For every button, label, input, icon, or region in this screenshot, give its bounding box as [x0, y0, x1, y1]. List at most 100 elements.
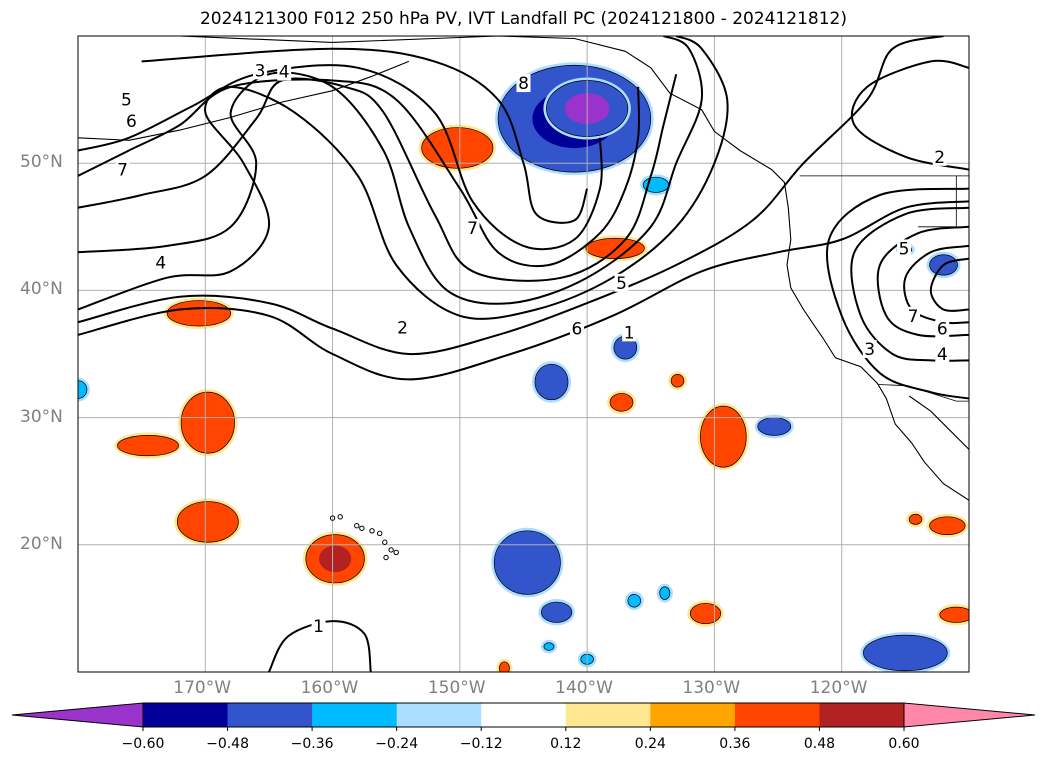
- ivt-region-core: [882, 643, 929, 663]
- ivt-region-core: [710, 419, 736, 454]
- contour-label-backdrop: [905, 306, 920, 325]
- contour-label-backdrop: [622, 323, 637, 342]
- contour-label: 6: [572, 320, 583, 340]
- colorbar-segment: [565, 703, 651, 727]
- colorbar-tick-label: −0.60: [121, 736, 165, 752]
- contour-label: 1: [313, 617, 324, 637]
- ivt-region: [166, 300, 232, 327]
- contour-label: 4: [155, 253, 166, 273]
- ivt-region-core: [509, 545, 546, 581]
- contour-label-backdrop: [516, 74, 531, 93]
- colorbar-segment: [227, 703, 313, 727]
- ivt-region: [670, 374, 685, 388]
- contour-label: 6: [937, 320, 948, 340]
- colorbar-extend-low: [11, 702, 144, 728]
- contour-label: 5: [899, 239, 910, 259]
- contour-label-backdrop: [253, 61, 268, 80]
- contour-label-backdrop: [935, 319, 950, 338]
- longitude-label: 170°W: [173, 678, 232, 698]
- contour-label: 3: [864, 340, 875, 360]
- ivt-region: [585, 237, 645, 259]
- contour-label-backdrop: [897, 239, 912, 258]
- ivt-region: [534, 363, 569, 401]
- longitude-label: 120°W: [809, 678, 868, 698]
- pv-contour-1: [267, 620, 372, 672]
- hawaii-island: [359, 525, 365, 531]
- contour-label-backdrop: [119, 90, 134, 109]
- colorbar-tick-label: −0.24: [375, 736, 419, 752]
- hawaii-island: [329, 515, 336, 521]
- contour-label-backdrop: [124, 112, 139, 131]
- ivt-region: [543, 642, 555, 651]
- colorbar-segment: [734, 703, 820, 727]
- ivt-region-core: [193, 405, 223, 440]
- pv-contour-2: [78, 36, 944, 356]
- contour-label: 7: [117, 161, 128, 181]
- colorbar-tick-label: 0.24: [634, 736, 666, 752]
- colorbar-tick-label: 0.12: [550, 736, 582, 752]
- ivt-region: [78, 380, 88, 399]
- latitude-label: 30°N: [20, 406, 63, 427]
- colorbar-tick-label: −0.48: [206, 736, 249, 752]
- ivt-region: [659, 586, 671, 600]
- contour-label: 1: [624, 323, 635, 343]
- ivt-region: [939, 606, 969, 623]
- colorbar-tick-label: 0.36: [719, 736, 751, 752]
- colorbar-tick-label: 0.60: [888, 736, 920, 752]
- ivt-region: [908, 513, 923, 525]
- coastlines: [78, 36, 969, 561]
- longitude-label: 160°W: [300, 678, 359, 698]
- contour-label: 2: [934, 148, 945, 168]
- ivt-region-core: [437, 136, 477, 160]
- ivt-region: [929, 516, 966, 535]
- colorbar-extend-high: [903, 702, 1036, 728]
- hawaii-island: [388, 547, 394, 553]
- pv-contour-6: [78, 78, 641, 268]
- contour-label-backdrop: [614, 273, 629, 292]
- pv-contour-8: [141, 47, 589, 224]
- pv-contour-7: [929, 257, 969, 312]
- pv-contour-5: [876, 225, 969, 338]
- ivt-region: [540, 601, 573, 623]
- contour-label: 4: [937, 345, 948, 365]
- colorbar-segment: [143, 703, 229, 727]
- hawaii-island: [337, 514, 343, 520]
- ivt-region-core: [191, 510, 225, 534]
- colorbar-segment: [312, 703, 398, 727]
- latitude-label: 20°N: [20, 533, 63, 554]
- pv-contour-1: [78, 200, 969, 381]
- contour-label-backdrop: [935, 345, 950, 363]
- ivt-region: [117, 435, 179, 457]
- hawaii-island: [383, 554, 389, 561]
- hawaii-island: [382, 539, 388, 545]
- contour-label-backdrop: [115, 160, 130, 179]
- longitude-label: 140°W: [555, 678, 613, 698]
- contour-label: 7: [467, 219, 478, 239]
- contour-label: 2: [397, 318, 408, 338]
- contour-label: 6: [126, 112, 137, 132]
- colorbar-segment: [481, 703, 567, 727]
- contour-label-backdrop: [932, 147, 947, 166]
- coastline-alaska_peninsula: [78, 60, 410, 141]
- pv-contour-5: [78, 73, 678, 282]
- contour-label: 4: [279, 63, 290, 83]
- contour-label-backdrop: [465, 219, 480, 238]
- contour-label: 7: [908, 307, 919, 327]
- pv-contour-3: [826, 187, 969, 400]
- ivt-region: [757, 417, 792, 436]
- pv-contour-4: [850, 206, 969, 362]
- contour-label-backdrop: [311, 617, 326, 636]
- coastline-gulf_of_california: [908, 395, 969, 450]
- colorbar: [11, 702, 1036, 731]
- colorbar-outline: [142, 702, 905, 728]
- longitude-label: 150°W: [427, 678, 486, 698]
- hawaii-island: [376, 530, 383, 537]
- pv-contour-4: [78, 36, 704, 305]
- hawaii-island: [393, 549, 399, 556]
- latitude-label: 50°N: [20, 152, 63, 173]
- ivt-region: [609, 393, 634, 412]
- contour-label: 8: [518, 74, 529, 94]
- colorbar-tick-label: −0.12: [459, 736, 503, 752]
